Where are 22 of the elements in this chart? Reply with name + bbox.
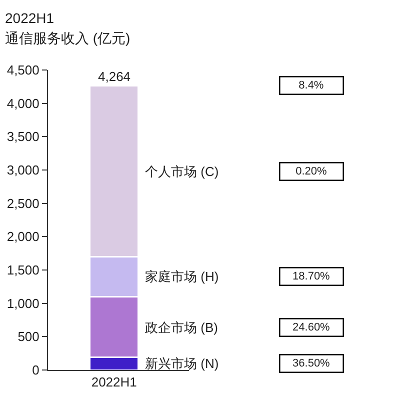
text: 36.50%: [292, 357, 330, 370]
total-label: 4,264: [98, 69, 131, 84]
series-label: 新兴市场 (N): [145, 356, 219, 371]
y-tick-label: 2,000: [6, 229, 40, 244]
y-tick-label: 2,500: [6, 196, 40, 211]
y-tick-label: 1,000: [6, 296, 40, 311]
y-tick-label: 500: [18, 329, 40, 344]
y-tick-label: 1,500: [6, 262, 40, 278]
series-label: 政企市场 (B): [145, 320, 218, 335]
series-label: 个人市场 (C): [145, 164, 219, 179]
text: 18.70%: [292, 270, 330, 282]
y-tick-label: 3,500: [6, 129, 40, 144]
text: 0.20%: [296, 165, 328, 178]
y-tick-label: 4,000: [6, 96, 40, 111]
y-tick-label: 3,000: [6, 162, 40, 178]
chart-subtitle: 通信服务收入 (亿元): [5, 30, 130, 46]
text: 24.60%: [292, 321, 330, 334]
text: 8.4%: [298, 79, 324, 92]
series-label: 家庭市场 (H): [145, 269, 219, 284]
y-tick-label: 4,500: [6, 62, 40, 78]
chart-title: 2022H1: [5, 10, 54, 26]
y-tick-label: 0: [32, 362, 40, 378]
